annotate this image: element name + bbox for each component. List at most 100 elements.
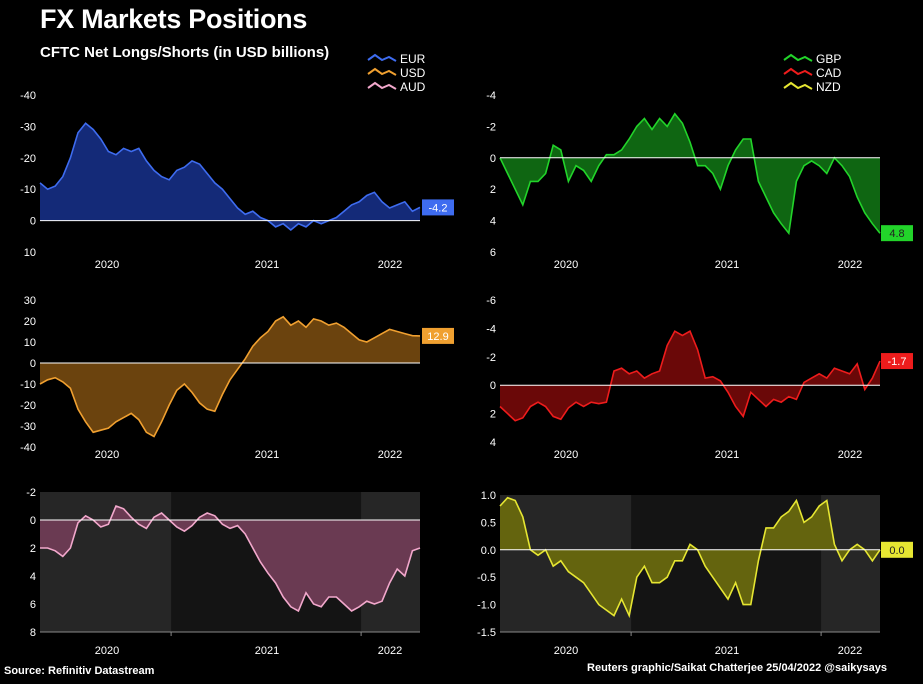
x-tick-label: 2020 [95,645,119,657]
y-tick-label: -2 [26,487,36,499]
y-tick-label: 4 [30,571,36,583]
chart-subtitle: CFTC Net Longs/Shorts (in USD billions) [40,44,330,61]
y-tick-label: 10 [24,247,36,259]
y-tick-label: 20 [24,316,36,328]
y-tick-label: 0 [30,216,36,228]
series-area-nzd [500,497,880,616]
last-value-badge [881,541,913,558]
series-area-aud [40,506,420,611]
legend-item-gbp: GBP [816,52,841,66]
y-tick-label: 30 [24,295,36,307]
y-tick-label: 6 [490,247,496,259]
y-tick-label: 0 [490,153,496,165]
y-tick-label: -1.5 [477,627,496,639]
legend-swatch [783,81,813,90]
legend-item-usd: USD [400,66,426,80]
source-note: Source: Refinitiv Datastream [4,665,155,677]
x-tick-label: 2021 [715,259,739,271]
y-tick-label: 2 [490,184,496,196]
x-tick-label: 2022 [838,259,862,271]
y-tick-label: 0 [490,380,496,392]
x-tick-label: 2022 [838,449,862,461]
recession-shade [40,492,172,632]
y-tick-label: 1.0 [481,490,496,502]
last-value-badge [881,353,913,370]
chart-panel-usd: 30 20 10 0 -10 -20 -30 -40 2020 2021 2022 12.9 [20,295,454,461]
y-tick-label: 8 [30,627,36,639]
series-line-gbp [499,112,881,236]
chart-panel-aud: -2 0 2 4 6 8 2020 2021 2022 [26,487,421,657]
legend-item-cad: CAD [816,66,842,80]
y-tick-label: -2 [486,121,496,133]
legend-swatch [367,81,397,90]
y-tick-label: -40 [20,442,36,454]
series-area-usd [40,316,420,437]
y-tick-label: 10 [24,337,36,349]
x-tick-label: 2021 [255,449,279,461]
series-area-gbp [500,113,880,234]
x-tick-label: 2022 [378,259,402,271]
legend-swatch [783,53,813,62]
legend-swatch [367,67,397,76]
y-tick-label: -30 [20,421,36,433]
last-value-badge [422,327,454,344]
series-line-nzd [499,496,881,619]
x-tick-label: 2020 [554,259,578,271]
y-tick-label: 0.5 [481,517,496,529]
x-tick-label: 2022 [838,645,862,657]
legend-swatch [367,53,397,62]
x-tick-label: 2021 [255,645,279,657]
x-tick-label: 2020 [554,645,578,657]
y-tick-label: 4 [490,437,496,449]
y-tick-label: -10 [20,184,36,196]
x-tick-label: 2020 [95,259,119,271]
x-tick-label: 2021 [715,645,739,657]
series-line-usd [39,315,421,438]
x-tick-label: 2022 [378,449,402,461]
page-title: FX Markets Positions [40,4,308,34]
y-tick-label: -6 [486,295,496,307]
chart-panel-nzd: 1.0 0.5 0.0 -0.5 -1.0 -1.5 2020 2021 2022 0.0 [477,490,913,657]
last-value-label: -1.7 [888,356,907,368]
x-tick-label: 2021 [715,449,739,461]
y-tick-label: -0.5 [477,572,496,584]
y-tick-label: 2 [30,543,36,555]
y-tick-label: -10 [20,379,36,391]
y-tick-label: 0.0 [481,545,496,557]
last-value-label: 0.0 [889,545,904,557]
series-area-cad [500,331,880,421]
y-tick-label: 4 [490,216,496,228]
y-tick-label: -20 [20,153,36,165]
recession-shade [821,495,880,632]
last-value-label: 4.8 [889,228,904,240]
y-tick-label: -20 [20,400,36,412]
y-tick-label: -4 [486,90,496,102]
y-tick-label: 6 [30,599,36,611]
x-tick-label: 2022 [378,645,402,657]
legend-item-eur: EUR [400,52,426,66]
last-value-badge [881,225,913,242]
legend-item-aud: AUD [400,80,426,94]
y-tick-label: 0 [30,515,36,527]
last-value-label: -4.2 [429,202,448,214]
y-tick-label: 2 [490,409,496,421]
series-area-eur [40,123,420,230]
series-line-aud [40,504,421,613]
y-tick-label: -40 [20,90,36,102]
series-line-cad [499,330,881,422]
x-tick-label: 2020 [95,449,119,461]
legend-swatch [783,67,813,76]
y-tick-label: -4 [486,323,496,335]
y-tick-label: -1.0 [477,600,496,612]
x-tick-label: 2021 [255,259,279,271]
y-tick-label: -2 [486,352,496,364]
credit-note: Reuters graphic/Saikat Chatterjee 25/04/… [587,662,887,674]
y-tick-label: -30 [20,121,36,133]
legend-item-nzd: NZD [816,80,841,94]
chart-panel-cad: -6 -4 -2 0 2 4 2020 2021 2022 -1.7 [486,295,913,461]
x-tick-label: 2020 [554,449,578,461]
last-value-label: 12.9 [427,331,448,343]
